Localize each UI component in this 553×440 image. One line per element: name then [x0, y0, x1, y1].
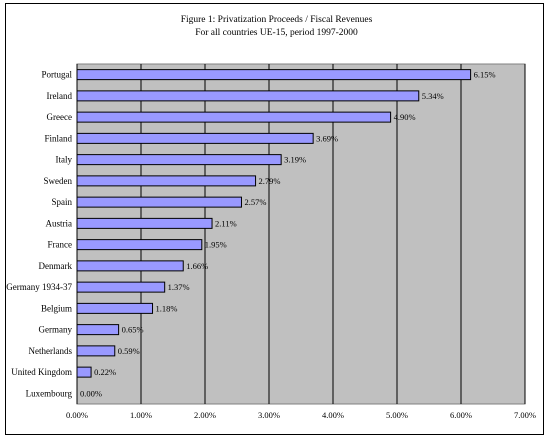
category-label: France: [48, 240, 73, 250]
bar: [76, 111, 392, 123]
category-label: Germany 1934-37: [6, 282, 72, 292]
data-label: 0.65%: [122, 325, 144, 335]
x-tick-label: 1.00%: [130, 410, 152, 420]
data-label: 2.79%: [259, 176, 281, 186]
data-label: 2.57%: [244, 197, 266, 207]
x-tick-label: 5.00%: [386, 410, 408, 420]
category-label: Austria: [46, 218, 73, 228]
bar: [76, 154, 282, 166]
data-label: 6.15%: [474, 70, 496, 80]
bar: [76, 175, 257, 187]
bar: [76, 132, 314, 144]
category-label: Ireland: [47, 91, 73, 101]
x-tick-label: 7.00%: [514, 410, 536, 420]
chart-title: Figure 1: Privatization Proceeds / Fisca…: [180, 15, 373, 25]
bar: [76, 302, 154, 314]
x-tick-label: 2.00%: [194, 410, 216, 420]
category-label: Netherlands: [29, 346, 73, 356]
category-label: Greece: [47, 112, 72, 122]
data-label: 3.69%: [316, 133, 338, 143]
data-label: 0.59%: [118, 346, 140, 356]
data-label: 0.00%: [80, 388, 102, 398]
bar: [76, 239, 203, 251]
data-label: 1.18%: [156, 303, 178, 313]
data-label: 1.37%: [168, 282, 190, 292]
x-tick-label: 6.00%: [450, 410, 472, 420]
data-label: 2.11%: [215, 218, 237, 228]
x-tick-label: 4.00%: [322, 410, 344, 420]
category-label: Sweden: [44, 176, 73, 186]
bar: [76, 196, 242, 208]
category-label: United Kingdom: [11, 367, 72, 377]
chart-subtitle: For all countries UE-15, period 1997-200…: [195, 28, 358, 38]
category-label: Portugal: [42, 70, 73, 80]
bar: [76, 345, 116, 357]
data-label: 4.90%: [394, 112, 416, 122]
x-tick-label: 0.00%: [66, 410, 88, 420]
data-label: 0.22%: [94, 367, 116, 377]
bar: [76, 281, 166, 293]
data-label: 3.19%: [284, 155, 306, 165]
data-label: 1.66%: [186, 261, 208, 271]
x-tick-label: 3.00%: [258, 410, 280, 420]
category-label: Belgium: [41, 303, 72, 313]
bar: [76, 260, 184, 272]
category-label: Luxembourg: [26, 388, 73, 398]
bar: [76, 324, 120, 336]
bar: [76, 90, 420, 102]
data-label: 5.34%: [422, 91, 444, 101]
category-label: Spain: [51, 197, 72, 207]
bar: [76, 217, 213, 229]
bar: [76, 366, 92, 378]
bar: [76, 69, 472, 81]
category-label: Finland: [44, 133, 72, 143]
category-label: Italy: [56, 155, 73, 165]
category-label: Germany: [39, 325, 73, 335]
data-label: 1.95%: [205, 240, 227, 250]
category-label: Denmark: [39, 261, 73, 271]
